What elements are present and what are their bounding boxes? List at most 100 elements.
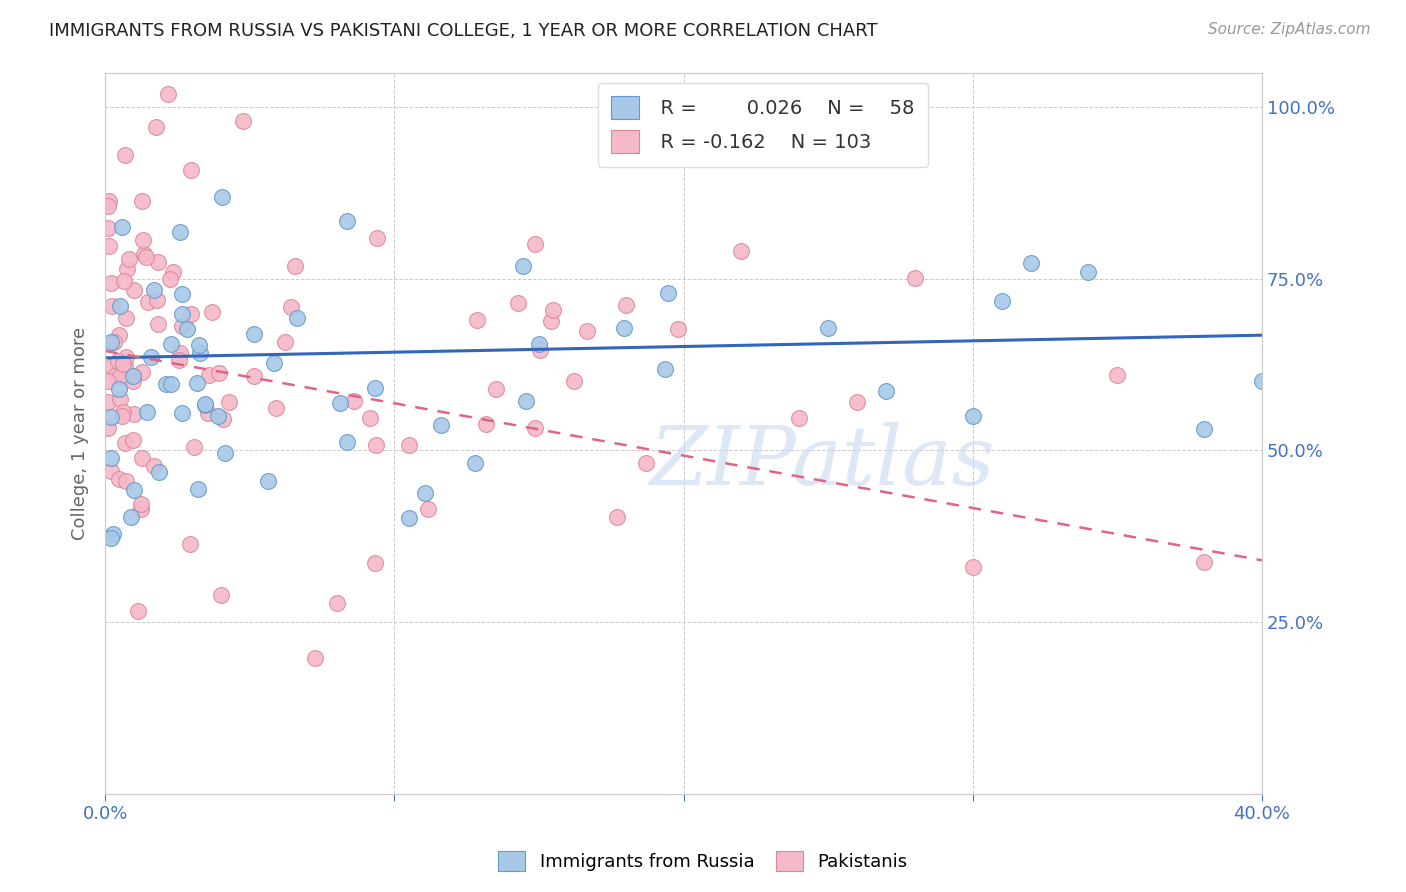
Point bbox=[107, 472, 129, 486]
Point bbox=[846, 395, 869, 409]
Point bbox=[243, 327, 266, 342]
Point bbox=[1192, 422, 1215, 436]
Point bbox=[398, 511, 420, 525]
Point bbox=[186, 376, 208, 390]
Point bbox=[512, 259, 534, 273]
Point bbox=[280, 300, 302, 314]
Point bbox=[131, 365, 153, 379]
Point bbox=[100, 410, 122, 425]
Point bbox=[817, 321, 839, 335]
Point bbox=[540, 314, 562, 328]
Point bbox=[606, 509, 628, 524]
Point bbox=[208, 366, 231, 380]
Point bbox=[122, 407, 145, 421]
Point bbox=[132, 247, 155, 261]
Point bbox=[654, 362, 676, 376]
Point bbox=[122, 374, 145, 388]
Point bbox=[413, 485, 436, 500]
Point bbox=[506, 296, 529, 310]
Point bbox=[359, 410, 381, 425]
Point bbox=[100, 532, 122, 546]
Legend: Immigrants from Russia, Pakistanis: Immigrants from Russia, Pakistanis bbox=[491, 844, 915, 879]
Point bbox=[183, 440, 205, 454]
Point bbox=[148, 465, 170, 479]
Point bbox=[1107, 368, 1129, 382]
Text: 58: 58 bbox=[863, 96, 887, 116]
Point bbox=[115, 261, 138, 276]
Point bbox=[145, 120, 167, 134]
Point bbox=[326, 596, 349, 610]
Point bbox=[197, 368, 219, 382]
Point bbox=[212, 411, 235, 425]
Point bbox=[464, 456, 486, 470]
Point bbox=[162, 265, 184, 279]
Point bbox=[523, 420, 546, 434]
Point bbox=[209, 588, 232, 602]
Point bbox=[657, 285, 679, 300]
Point bbox=[364, 381, 387, 395]
Point bbox=[274, 335, 297, 350]
Point bbox=[129, 497, 152, 511]
Text: Source: ZipAtlas.com: Source: ZipAtlas.com bbox=[1208, 22, 1371, 37]
Point bbox=[465, 313, 488, 327]
Point bbox=[114, 148, 136, 162]
Point bbox=[100, 450, 122, 465]
Point bbox=[188, 338, 211, 352]
Point bbox=[135, 250, 157, 264]
Point bbox=[167, 353, 190, 368]
Point bbox=[100, 334, 122, 349]
Point bbox=[304, 651, 326, 665]
Y-axis label: College, 1 year or more: College, 1 year or more bbox=[72, 326, 89, 540]
Point bbox=[962, 560, 984, 574]
Point bbox=[111, 357, 134, 371]
Point bbox=[263, 356, 285, 370]
Point bbox=[904, 271, 927, 285]
Point bbox=[127, 604, 149, 618]
Point bbox=[232, 113, 254, 128]
Point bbox=[576, 324, 599, 338]
Point bbox=[107, 383, 129, 397]
Point bbox=[108, 299, 131, 313]
Point bbox=[529, 343, 551, 358]
Point bbox=[176, 322, 198, 336]
Point bbox=[122, 283, 145, 297]
Point bbox=[111, 405, 134, 419]
Point bbox=[364, 556, 387, 570]
Point bbox=[104, 368, 127, 382]
Point bbox=[541, 302, 564, 317]
Point bbox=[257, 474, 280, 488]
Point bbox=[170, 287, 193, 301]
Point bbox=[336, 435, 359, 450]
Point bbox=[364, 438, 387, 452]
Point bbox=[108, 392, 131, 407]
Point bbox=[98, 238, 121, 252]
Point bbox=[122, 483, 145, 498]
Point bbox=[114, 359, 136, 373]
Text: 103: 103 bbox=[863, 132, 900, 151]
Point bbox=[97, 199, 120, 213]
Point bbox=[524, 236, 547, 251]
Point bbox=[614, 298, 637, 312]
Point bbox=[143, 283, 166, 297]
Point bbox=[284, 259, 307, 273]
Point bbox=[132, 233, 155, 247]
Point bbox=[207, 409, 229, 424]
Point bbox=[201, 304, 224, 318]
Point bbox=[114, 474, 136, 488]
Text: ZIPatlas: ZIPatlas bbox=[650, 422, 995, 502]
Point bbox=[485, 382, 508, 396]
Point bbox=[120, 510, 142, 524]
Point bbox=[101, 359, 124, 373]
Point bbox=[990, 294, 1012, 309]
Point bbox=[101, 299, 124, 313]
Point bbox=[111, 220, 134, 235]
Point bbox=[103, 335, 125, 350]
Point bbox=[170, 308, 193, 322]
Point bbox=[962, 409, 984, 424]
Point bbox=[114, 350, 136, 364]
Point bbox=[180, 307, 202, 321]
Point bbox=[169, 225, 191, 239]
Point bbox=[97, 194, 120, 209]
Point bbox=[169, 346, 191, 360]
Point bbox=[416, 502, 439, 516]
